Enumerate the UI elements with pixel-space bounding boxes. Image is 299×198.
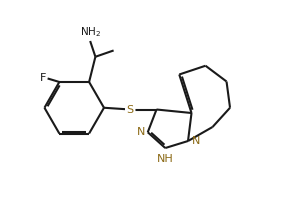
Text: NH: NH — [157, 154, 174, 164]
Text: N: N — [137, 127, 145, 137]
Text: N: N — [192, 136, 200, 146]
Text: S: S — [127, 105, 134, 114]
Text: F: F — [40, 73, 46, 84]
Text: NH$_2$: NH$_2$ — [80, 26, 101, 39]
